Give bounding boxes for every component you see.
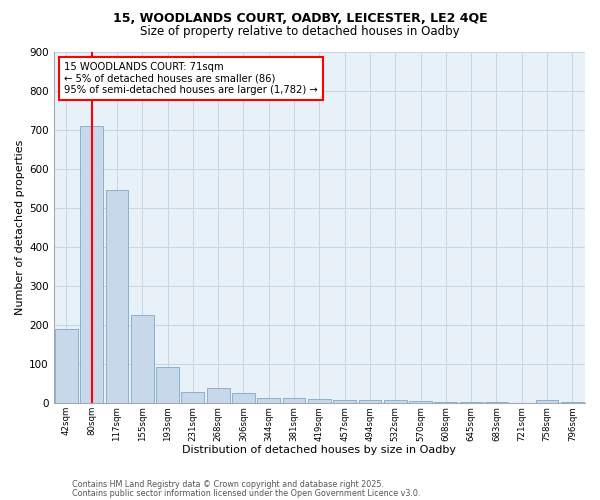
Text: 15, WOODLANDS COURT, OADBY, LEICESTER, LE2 4QE: 15, WOODLANDS COURT, OADBY, LEICESTER, L… <box>113 12 487 26</box>
Bar <box>409 401 432 403</box>
Bar <box>80 126 103 403</box>
Y-axis label: Number of detached properties: Number of detached properties <box>15 140 25 315</box>
Text: Contains HM Land Registry data © Crown copyright and database right 2025.: Contains HM Land Registry data © Crown c… <box>72 480 384 489</box>
Bar <box>536 400 559 403</box>
Bar <box>257 398 280 403</box>
Bar <box>156 367 179 403</box>
Bar <box>359 400 382 403</box>
Bar <box>333 400 356 403</box>
Bar <box>485 402 508 403</box>
Bar <box>561 402 584 403</box>
Bar <box>207 388 230 403</box>
Bar <box>434 402 457 403</box>
Bar <box>106 190 128 403</box>
Bar <box>384 400 407 403</box>
Bar <box>283 398 305 403</box>
Bar <box>232 394 255 403</box>
Bar <box>181 392 204 403</box>
Bar <box>460 402 482 403</box>
Text: Contains public sector information licensed under the Open Government Licence v3: Contains public sector information licen… <box>72 490 421 498</box>
Bar <box>131 316 154 403</box>
Text: 15 WOODLANDS COURT: 71sqm
← 5% of detached houses are smaller (86)
95% of semi-d: 15 WOODLANDS COURT: 71sqm ← 5% of detach… <box>64 62 318 96</box>
Bar <box>55 329 77 403</box>
X-axis label: Distribution of detached houses by size in Oadby: Distribution of detached houses by size … <box>182 445 457 455</box>
Bar <box>308 399 331 403</box>
Text: Size of property relative to detached houses in Oadby: Size of property relative to detached ho… <box>140 25 460 38</box>
